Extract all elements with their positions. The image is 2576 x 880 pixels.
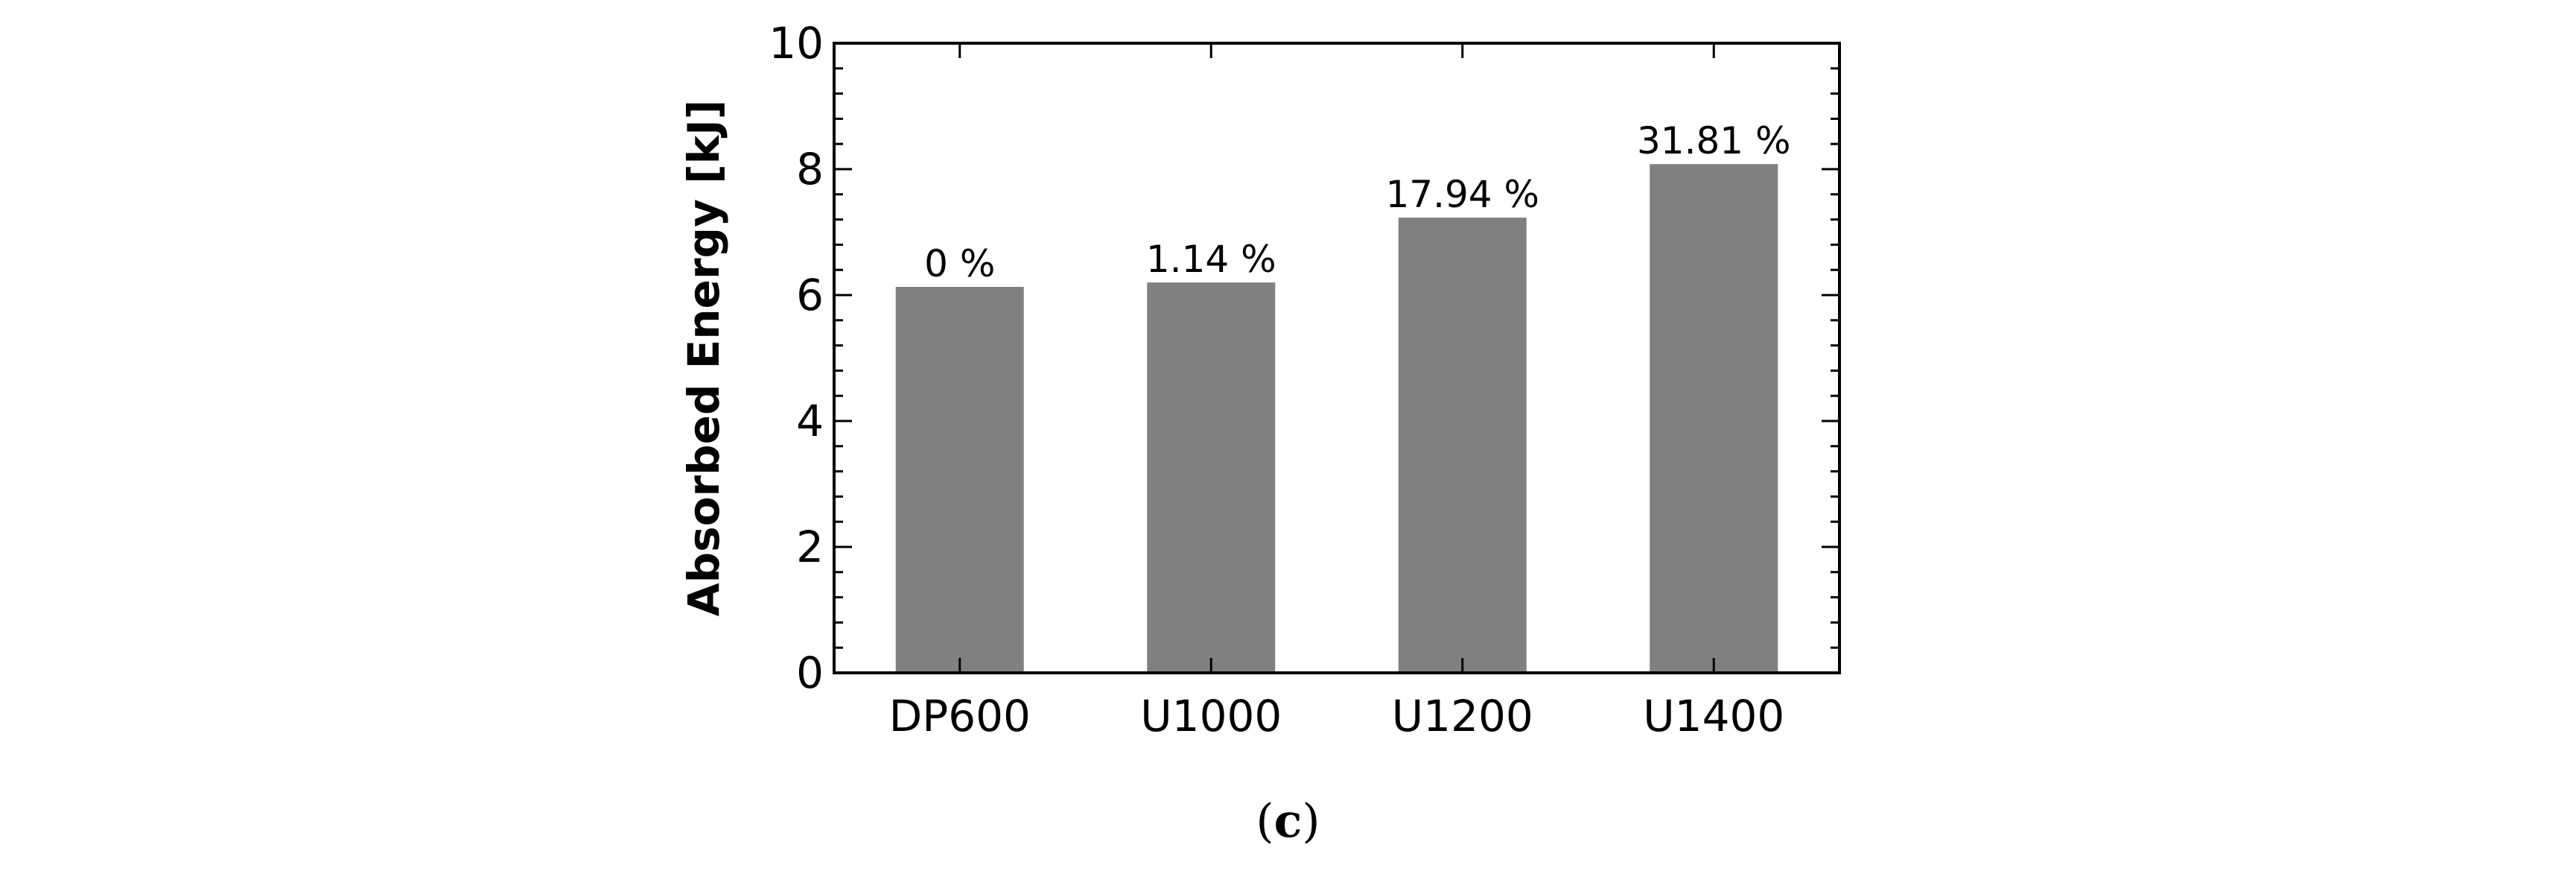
figure-caption: (c) [0,794,2576,848]
labels-group: DP600 0 % U1000 1.14 % U1200 17.94 % U1400 31.8… [769,18,1790,741]
y-tick-label: 6 [796,270,824,320]
y-tick-label: 0 [796,648,824,698]
bar-u1000 [1147,282,1276,674]
x-tick-label: U1000 [1140,691,1282,741]
data-label: 17.94 % [1385,173,1539,216]
bars-group [895,164,1778,674]
x-tick-label: U1200 [1392,691,1533,741]
caption-close: ) [1302,794,1320,848]
plot-frame [833,42,1841,674]
y-tick-label: 8 [796,144,824,194]
data-label: 31.81 % [1637,119,1791,162]
caption-open: ( [1256,794,1274,848]
data-label: 0 % [924,242,995,285]
caption-letter: c [1273,794,1303,848]
bar-dp600 [895,287,1024,673]
x-tick-label: U1400 [1643,691,1784,741]
y-tick-label: 4 [796,396,824,446]
bar-u1200 [1398,218,1527,673]
y-tick-label: 10 [769,18,824,69]
data-label: 1.14 % [1146,238,1276,281]
x-tick-label: DP600 [889,691,1031,741]
bar-u1400 [1650,164,1778,674]
y-axis-title: Absorbed Energy [kJ] [678,100,729,616]
y-tick-label: 2 [796,522,824,572]
